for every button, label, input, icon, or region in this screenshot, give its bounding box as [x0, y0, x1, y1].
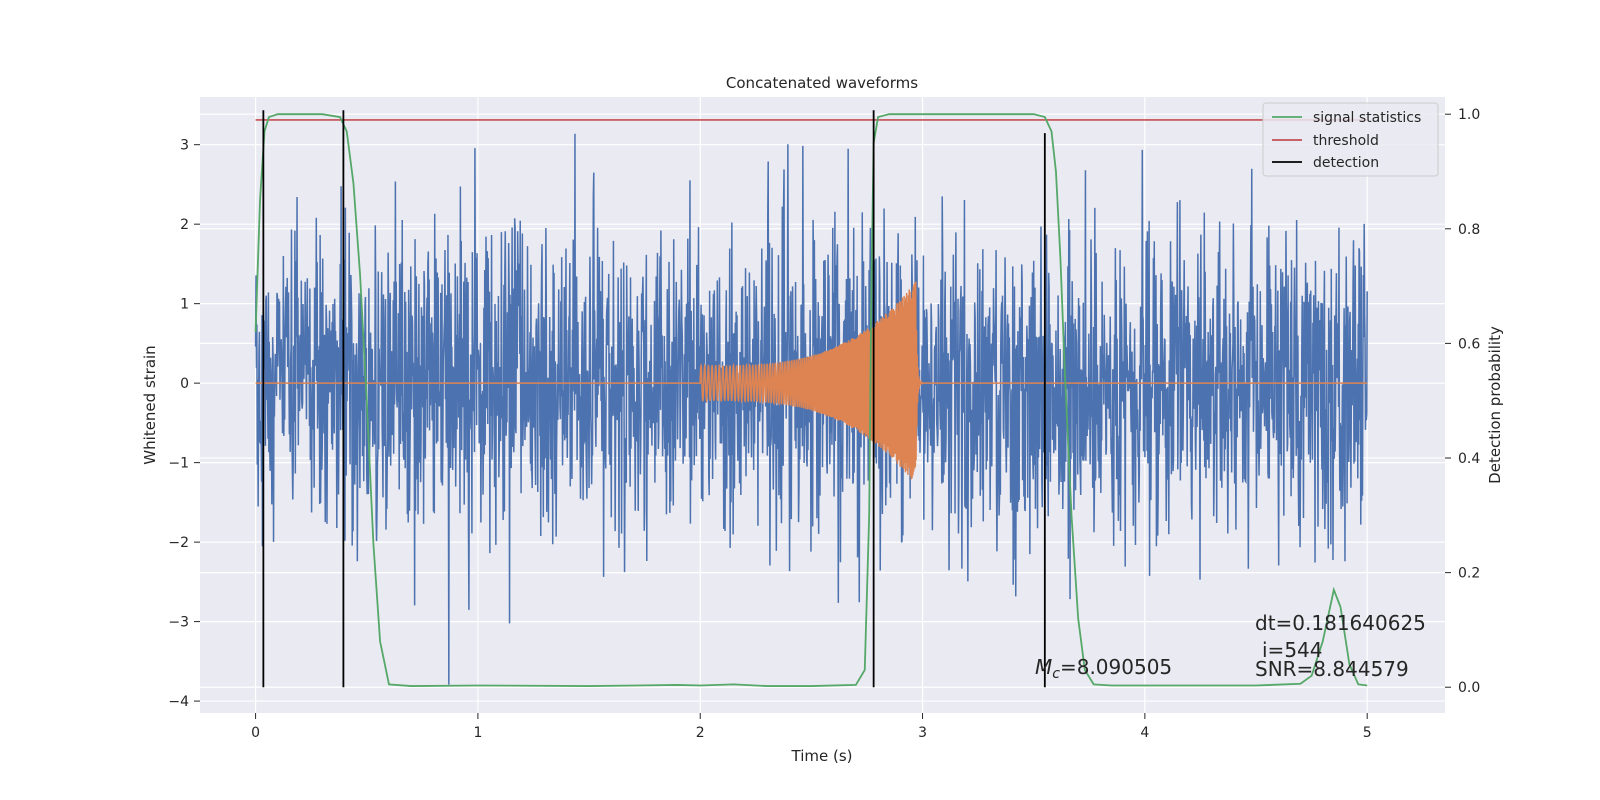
y-tick-label: −3	[168, 615, 189, 631]
y-tick-label: 3	[180, 138, 189, 154]
template-series	[255, 281, 1368, 480]
mc-subscript: c	[1052, 666, 1060, 682]
legend: signal statistics threshold detection	[1262, 102, 1439, 177]
y-right-tick-label: 0.4	[1458, 451, 1480, 467]
x-axis: 0 1 2 3 4 5	[251, 713, 1372, 741]
x-axis-label: Time (s)	[791, 747, 853, 765]
legend-label-detection: detection	[1313, 155, 1379, 171]
y-tick-label: 0	[180, 376, 189, 392]
dt-annotation: dt=0.181640625	[1255, 611, 1426, 635]
signal-statistics-series	[254, 113, 1368, 687]
y-right-tick-label: 0.0	[1458, 680, 1480, 696]
x-tick-label: 3	[918, 725, 927, 741]
chart-title: Concatenated waveforms	[726, 74, 918, 92]
y-tick-label: 2	[180, 217, 189, 233]
mc-symbol: M	[1035, 655, 1052, 679]
x-tick-label: 4	[1140, 725, 1149, 741]
y-axis-left: −4 −3 −2 −1 0 1 2 3	[168, 138, 200, 710]
y-right-tick-label: 0.8	[1458, 222, 1480, 238]
i-annotation: i=544	[1262, 638, 1323, 662]
mc-annotation: Mc=8.090505	[1035, 655, 1172, 682]
annotations: Mc=8.090505 dt=0.181640625 i=544 SNR=8.8…	[1035, 611, 1426, 682]
y-axis-label: Whitened strain	[141, 345, 159, 464]
x-tick-label: 0	[251, 725, 260, 741]
legend-box	[1262, 102, 1439, 177]
y-tick-label: −4	[168, 694, 189, 710]
y-right-tick-label: 0.6	[1458, 336, 1480, 352]
legend-label-threshold: threshold	[1313, 133, 1379, 149]
y-right-tick-label: 1.0	[1458, 107, 1480, 123]
y-tick-label: −2	[168, 535, 189, 551]
y-axis-right-label: Detection probability	[1486, 326, 1504, 484]
y-axis-right: 0.0 0.2 0.4 0.6 0.8 1.0	[1445, 107, 1480, 696]
y-tick-label: −1	[168, 456, 189, 472]
snr-annotation: SNR=8.844579	[1255, 657, 1409, 681]
legend-label-signal-statistics: signal statistics	[1313, 110, 1421, 126]
x-tick-label: 2	[696, 725, 705, 741]
mc-value: =8.090505	[1060, 655, 1172, 679]
x-tick-label: 5	[1363, 725, 1372, 741]
y-tick-label: 1	[180, 297, 189, 313]
y-right-tick-label: 0.2	[1458, 566, 1480, 582]
x-tick-label: 1	[473, 725, 482, 741]
detection-lines	[262, 110, 1046, 688]
